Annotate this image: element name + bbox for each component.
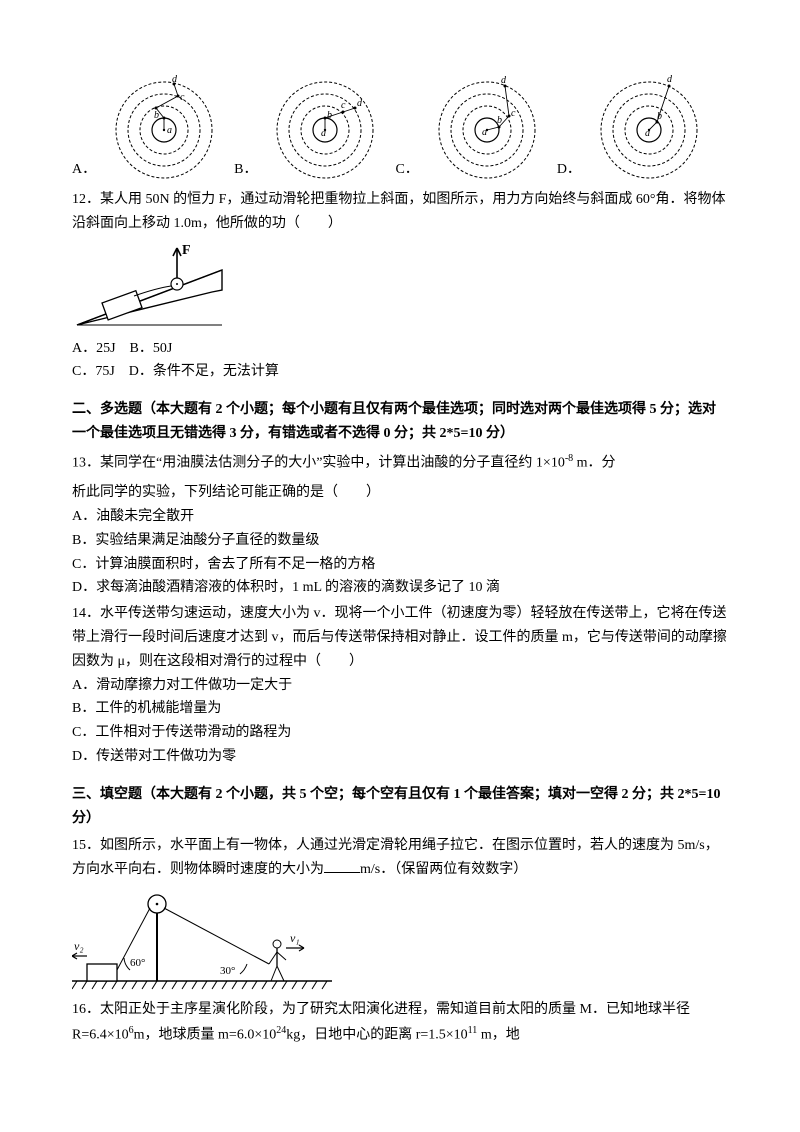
q13-stem-c: 析此同学的实验，下列结论可能正确的是（ ）	[72, 481, 728, 505]
q14-choices: A．滑动摩擦力对工件做功一定大于 B．工件的机械能增量为 C．工件相对于传送带滑…	[72, 674, 728, 769]
q14-stem: 14．水平传送带匀速运动，速度大小为 v．现将一个小工件（初速度为零）轻轻放在传…	[72, 602, 728, 673]
q12-opts-ab: A．25J B．50J	[72, 337, 728, 361]
svg-text:v₂: v₂	[74, 939, 84, 953]
svg-text:a: a	[482, 127, 487, 138]
svg-text:30°: 30°	[220, 965, 235, 977]
q11-option-d: D． a b d	[557, 72, 715, 182]
svg-text:F: F	[182, 243, 191, 258]
q11-option-b: B． a b c d	[234, 72, 391, 182]
q11-b-label: B．	[234, 158, 257, 182]
q14-b: B．工件的机械能增量为	[72, 697, 728, 721]
q11-d-label: D．	[557, 158, 581, 182]
q11-diagram-a: a b c d	[98, 72, 230, 182]
q12-stem: 12．某人用 50N 的恒力 F，通过动滑轮把重物拉上斜面，如图所示，用力方向始…	[72, 188, 728, 236]
svg-text:c: c	[180, 92, 185, 103]
q15-figure: 60° 30° v₁ v₂	[72, 886, 728, 996]
q16-stem: 16．太阳正处于主序星演化阶段，为了研究太阳演化进程，需知道目前太阳的质量 M．…	[72, 998, 728, 1047]
q11-c-label: C．	[395, 158, 418, 182]
q13-stem-a: 13．某同学在“用油膜法估测分子的大小”实验中，计算出油酸的分子直径约 1×10	[72, 455, 565, 470]
q11-option-a: A． a b c d	[72, 72, 230, 182]
q13-stem: 13．某同学在“用油膜法估测分子的大小”实验中，计算出油酸的分子直径约 1×10…	[72, 450, 728, 475]
q15-stem: 15．如图所示，水平面上有一物体，人通过光滑定滑轮用绳子拉它．在图示位置时，若人…	[72, 834, 728, 882]
svg-text:c: c	[511, 108, 516, 119]
section3-title: 三、填空题（本大题有 2 个小题，共 5 个空；每个空有且仅有 1 个最佳答案；…	[72, 783, 728, 831]
q13-c: C．计算油膜面积时，舍去了所有不足一格的方格	[72, 553, 728, 577]
q16-b: m，地球质量 m=6.0×10	[134, 1027, 277, 1042]
q11-option-c: C． a b c d	[395, 72, 552, 182]
q14-c: C．工件相对于传送带滑动的路程为	[72, 721, 728, 745]
svg-text:d: d	[357, 98, 363, 109]
section2-title: 二、多选题（本大题有 2 个小题；每个小题有且仅有两个最佳选项；同时选对两个最佳…	[72, 398, 728, 446]
q15-blank	[324, 858, 360, 873]
svg-text:60°: 60°	[130, 957, 145, 969]
q12-opts-cd: C．75J D．条件不足，无法计算	[72, 360, 728, 384]
q13-d: D．求每滴油酸酒精溶液的体积时，1 mL 的溶液的滴数误多记了 10 滴	[72, 576, 728, 600]
q11-diagram-b: a b c d	[259, 72, 391, 182]
q16-e3: 11	[468, 1025, 478, 1036]
q13-choices: A．油酸未完全散开 B．实验结果满足油酸分子直径的数量级 C．计算油膜面积时，舍…	[72, 505, 728, 600]
svg-text:b: b	[154, 110, 159, 121]
q15-stem-b: m/s．（保留两位有效数字）	[360, 862, 527, 877]
svg-text:v₁: v₁	[290, 931, 300, 945]
q11-diagram-c: a b c d	[421, 72, 553, 182]
q11-diagram-d: a b d	[583, 72, 715, 182]
svg-text:d: d	[501, 75, 507, 86]
q14-a: A．滑动摩擦力对工件做功一定大于	[72, 674, 728, 698]
q11-options-row: A． a b c d B． a	[72, 72, 728, 182]
q13-b: B．实验结果满足油酸分子直径的数量级	[72, 529, 728, 553]
svg-text:d: d	[172, 74, 178, 85]
q14-d: D．传送带对工件做功为零	[72, 745, 728, 769]
q13-exp: -8	[565, 453, 573, 464]
q12-figure: F	[72, 240, 728, 335]
q16-e2: 24	[276, 1025, 286, 1036]
svg-text:d: d	[667, 74, 673, 85]
q13-stem-b: m．分	[573, 455, 615, 470]
q11-a-label: A．	[72, 158, 96, 182]
q16-c: kg，日地中心的距离 r=1.5×10	[286, 1027, 467, 1042]
q13-a: A．油酸未完全散开	[72, 505, 728, 529]
svg-text:a: a	[167, 125, 172, 136]
svg-text:c: c	[341, 100, 346, 111]
q16-d: m，地	[477, 1027, 519, 1042]
